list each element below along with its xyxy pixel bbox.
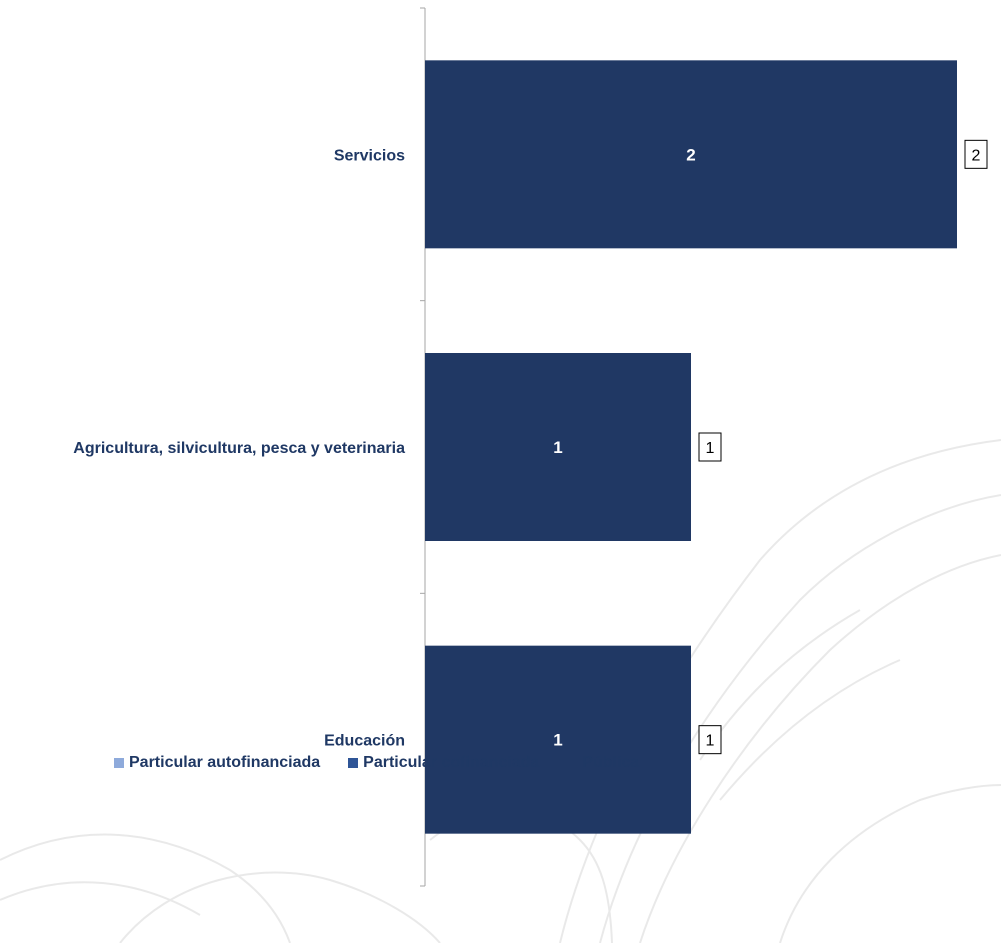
bar-data-label: 1 [553,438,562,457]
legend-item: Particular autofinanciada [114,754,320,772]
legend-label: Pública [582,754,640,771]
total-label-box [964,139,988,169]
legend-swatch [348,758,359,768]
legend-item: Particular cofinanciada [348,754,539,772]
total-label-box [698,432,722,462]
legend-swatch [567,758,578,768]
bar-2-series-3 [425,353,691,541]
total-label: 1 [706,733,715,750]
bar-data-label: 2 [686,145,695,164]
legend-swatch [114,758,124,768]
category-label: Servicios [334,147,405,164]
bar-1-series-3 [425,60,957,249]
total-label: 1 [706,440,715,457]
bar-data-label: 1 [553,731,562,750]
legend-label: Particular cofinanciada [363,754,540,771]
legend: Particular autofinanciada Particular cofi… [114,752,639,774]
bars: 2 2 1 1 1 1 [425,60,988,834]
legend-item: Pública [567,754,639,772]
category-label: Educación [324,733,405,750]
legend-label: Particular autofinanciada [129,754,321,771]
category-labels: Servicios Agricultura, silvicultura, pesc… [73,147,405,749]
total-label-box [698,725,722,755]
bar-3-series-3 [425,645,691,834]
total-label: 2 [972,147,981,164]
category-label: Agricultura, silvicultura, pesca y veter… [73,440,405,457]
